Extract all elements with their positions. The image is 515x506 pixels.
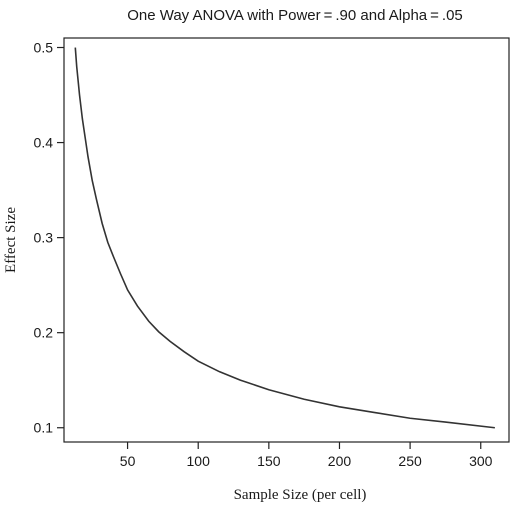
y-tick-label: 0.3 [34, 230, 54, 246]
plot-frame [63, 37, 510, 443]
x-tick-label: 150 [257, 453, 281, 469]
x-tick-label: 250 [398, 453, 422, 469]
y-tick-label: 0.2 [34, 325, 54, 341]
chart-title: One Way ANOVA with Power = .90 and Alpha… [127, 7, 463, 24]
effect-size-curve [74, 47, 495, 429]
y-axis-label: Effect Size [3, 207, 19, 273]
y-axis: 0.1 0.2 0.3 0.4 0.5 [34, 40, 64, 436]
y-tick-label: 0.5 [34, 40, 54, 56]
x-tick-label: 100 [187, 453, 211, 469]
y-tick-label: 0.1 [34, 420, 54, 436]
x-axis: 50 100 150 200 250 300 [120, 442, 493, 469]
x-tick-label: 50 [120, 453, 136, 469]
x-tick-label: 200 [328, 453, 352, 469]
y-tick-label: 0.4 [34, 135, 54, 151]
x-tick-label: 300 [469, 453, 493, 469]
x-axis-label: Sample Size (per cell) [234, 487, 367, 503]
